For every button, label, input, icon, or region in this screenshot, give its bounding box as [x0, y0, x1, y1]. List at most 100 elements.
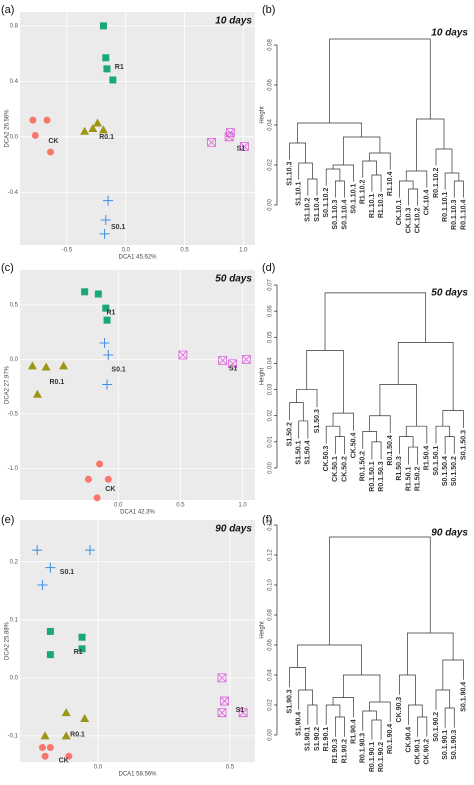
y-axis-label: Height [260, 106, 266, 124]
leaf-label: S1.10.4 [314, 198, 321, 222]
x-tick-label: 0.5 [176, 503, 185, 509]
point [31, 131, 39, 139]
y-tick-label: 0.02 [268, 159, 274, 171]
leaf-label: S1.50.3 [314, 409, 321, 433]
leaf-label: R0.1.90.2 [378, 742, 385, 772]
leaf-label: S0.1.50.4 [442, 456, 449, 486]
group-label: CK [59, 758, 69, 765]
y-tick-label: 0.0 [10, 675, 19, 681]
leaf-label: R1.10.3 [378, 194, 385, 219]
plot-background [20, 270, 255, 500]
leaf-label: R1.90.3 [332, 739, 339, 764]
point [38, 743, 46, 751]
leaf-label: S0.1.90.3 [451, 730, 458, 760]
point [37, 579, 48, 590]
leaf-label: S1.90.3 [286, 689, 293, 713]
leaf-label: S0.1.50.1 [433, 446, 440, 476]
dendrogram-link [334, 180, 345, 198]
point [102, 54, 110, 62]
point [43, 116, 51, 124]
dendrogram-link [332, 412, 354, 431]
point [65, 752, 73, 760]
panel-label: (b) [262, 4, 275, 16]
dendrogram-link [379, 383, 417, 427]
point [96, 460, 104, 468]
group-label: S0.1 [111, 367, 126, 374]
leaf-label: S1.90.2 [314, 727, 321, 751]
point [46, 651, 54, 659]
y-tick-label: 0.4 [10, 79, 19, 85]
point [27, 361, 37, 370]
dendrogram-link [371, 174, 382, 192]
leaf-label: R1.50.3 [396, 456, 403, 481]
dendrogram-link [325, 425, 341, 444]
group-label: S1 [237, 145, 246, 152]
leaf-label: CK.10.4 [424, 190, 431, 216]
y-axis-label: DCA2 25.88% [5, 621, 11, 660]
point [45, 562, 56, 573]
dendrogram-link [362, 710, 377, 731]
leaf-label: CK.10.3 [405, 208, 412, 234]
dendrogram-link [408, 704, 423, 725]
dendrogram-link [297, 644, 362, 675]
y-tick-label: 0.03 [268, 383, 274, 395]
point [103, 316, 111, 324]
group-label: S0.1 [111, 224, 126, 231]
y-tick-label: 0.06 [268, 639, 274, 651]
x-tick-label: 0.0 [114, 503, 123, 509]
dendrogram-link [297, 122, 362, 143]
point [240, 142, 249, 151]
dendrogram-link [369, 415, 391, 434]
panel-title: 90 days [431, 528, 468, 539]
group-label: R0.1 [70, 732, 85, 739]
point [41, 752, 49, 760]
point [40, 731, 50, 740]
leaf-label: R0.1.50.2 [360, 451, 367, 481]
point [109, 76, 117, 84]
leaf-label: CK.90.4 [405, 727, 412, 753]
y-tick-label: 0.04 [268, 669, 274, 681]
leaf-label: CK.50.2 [341, 456, 348, 482]
point [81, 288, 89, 296]
dendrogram-link [399, 436, 414, 455]
point [228, 359, 238, 369]
leaf-label: R1.10.1 [369, 194, 376, 219]
y-tick-label: 0.12 [268, 549, 274, 561]
leaf-label: S0.1.50.3 [460, 430, 467, 460]
point [225, 128, 235, 138]
group-label: R1 [74, 649, 83, 656]
x-tick-label: 1.0 [239, 248, 248, 254]
leaf-label: S0.1.90.4 [460, 682, 467, 712]
dendrogram-link [342, 674, 381, 702]
leaf-label: R0.1.90.1 [369, 742, 376, 772]
point [99, 338, 110, 349]
leaf-label: CK.90.3 [396, 697, 403, 723]
y-tick-label: 0.04 [268, 357, 274, 369]
leaf-label: R0.1.90.4 [387, 724, 394, 754]
x-axis-label: DCA1 42.3% [120, 510, 155, 516]
group-label: S1 [236, 707, 245, 714]
dendrogram-link [307, 704, 318, 725]
dendrogram-link [332, 164, 354, 182]
y-axis-label: Height [260, 621, 266, 639]
point [78, 645, 86, 653]
dendrogram-link [307, 178, 318, 196]
leaf-label: S0.1.50.2 [451, 456, 458, 486]
panel-label: (e) [1, 514, 14, 526]
leaf-label: S0.1.10.4 [341, 199, 348, 229]
point [102, 304, 110, 312]
leaf-label: R0.1.50.3 [378, 461, 385, 491]
leaf-label: R0.1.50.1 [369, 461, 376, 491]
plot-background [20, 12, 255, 245]
y-tick-label: -0.5 [8, 411, 19, 417]
leaf-label: R0.1.90.3 [360, 733, 367, 763]
y-tick-label: 0.02 [268, 409, 274, 421]
point [93, 118, 103, 127]
point [99, 228, 110, 239]
x-axis-label: DCA1 58.56% [118, 772, 157, 778]
y-tick-label: 0.08 [268, 39, 274, 51]
leaf-label: R1.50.1 [405, 467, 412, 492]
dendrogram-link [289, 142, 306, 163]
point [103, 195, 114, 206]
group-label: CK [48, 138, 58, 145]
